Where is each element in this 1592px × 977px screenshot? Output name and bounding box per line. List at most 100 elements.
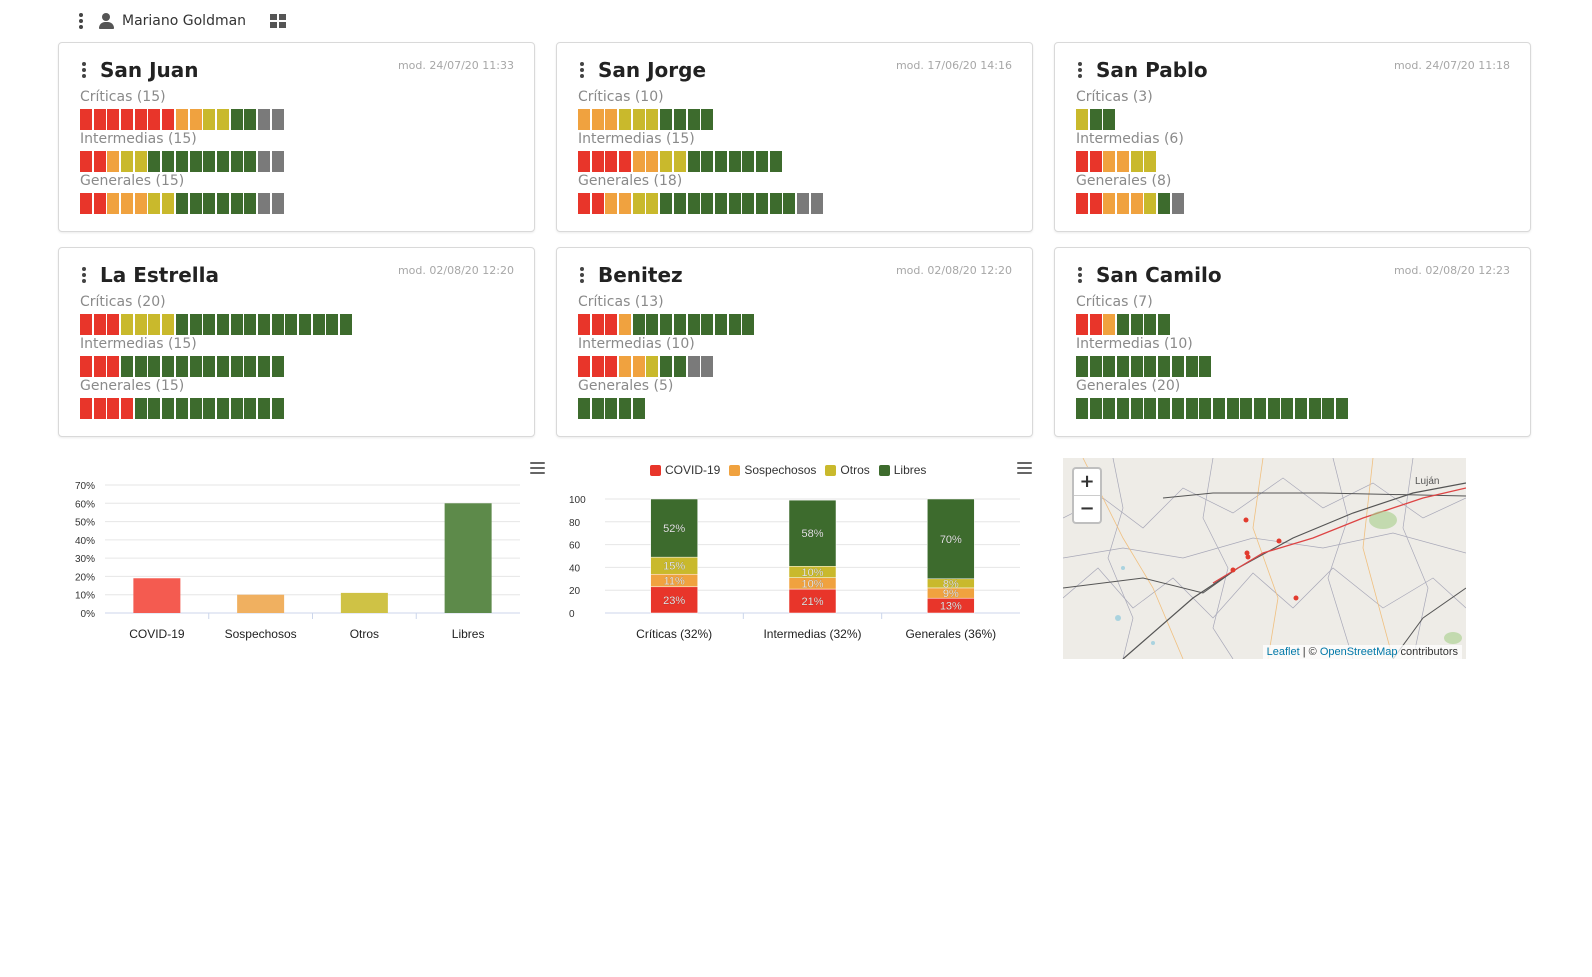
bed-orange[interactable] — [1117, 193, 1130, 214]
bed-green[interactable] — [660, 193, 673, 214]
bed-green[interactable] — [1158, 356, 1171, 377]
bed-green[interactable] — [1117, 356, 1130, 377]
bed-green[interactable] — [203, 314, 216, 335]
bed-gray[interactable] — [257, 193, 270, 214]
bed-green[interactable] — [203, 356, 216, 377]
bed-red[interactable] — [107, 398, 120, 419]
bed-green[interactable] — [175, 356, 188, 377]
bed-green[interactable] — [591, 398, 604, 419]
bed-red[interactable] — [93, 356, 106, 377]
bed-green[interactable] — [1117, 314, 1130, 335]
bed-green[interactable] — [1144, 398, 1157, 419]
bed-orange[interactable] — [632, 151, 645, 172]
bed-green[interactable] — [189, 151, 202, 172]
bed-green[interactable] — [244, 193, 257, 214]
bed-gray[interactable] — [257, 109, 270, 130]
bed-green[interactable] — [632, 314, 645, 335]
bed-orange[interactable] — [175, 109, 188, 130]
bed-green[interactable] — [714, 151, 727, 172]
bed-red[interactable] — [605, 314, 618, 335]
bed-gray[interactable] — [1171, 193, 1184, 214]
bed-green[interactable] — [175, 151, 188, 172]
bed-green[interactable] — [742, 314, 755, 335]
bed-red[interactable] — [80, 109, 92, 130]
bed-orange[interactable] — [1103, 193, 1116, 214]
bed-yellow[interactable] — [216, 109, 229, 130]
bed-red[interactable] — [578, 193, 590, 214]
chart-menu-icon[interactable] — [1017, 462, 1032, 474]
bed-green[interactable] — [578, 398, 590, 419]
bed-green[interactable] — [162, 398, 175, 419]
bed-green[interactable] — [1144, 356, 1157, 377]
bed-green[interactable] — [1226, 398, 1239, 419]
bed-red[interactable] — [605, 356, 618, 377]
bed-green[interactable] — [673, 193, 686, 214]
bed-red[interactable] — [591, 151, 604, 172]
bed-green[interactable] — [646, 314, 659, 335]
bed-green[interactable] — [728, 314, 741, 335]
bed-red[interactable] — [578, 356, 590, 377]
hospital-card[interactable]: San Pablo mod. 24/07/20 11:18 Críticas (3)… — [1054, 42, 1531, 232]
bed-green[interactable] — [783, 193, 796, 214]
bed-green[interactable] — [769, 193, 782, 214]
bed-red[interactable] — [578, 151, 590, 172]
bed-orange[interactable] — [591, 109, 604, 130]
bed-yellow[interactable] — [619, 109, 632, 130]
bed-green[interactable] — [230, 151, 243, 172]
bed-green[interactable] — [728, 151, 741, 172]
bed-green[interactable] — [1185, 398, 1198, 419]
bed-red[interactable] — [605, 151, 618, 172]
bed-green[interactable] — [203, 398, 216, 419]
card-menu-icon[interactable] — [81, 62, 86, 78]
bed-yellow[interactable] — [1144, 193, 1157, 214]
bed-green[interactable] — [244, 356, 257, 377]
bed-orange[interactable] — [619, 314, 632, 335]
hospital-name[interactable]: La Estrella — [100, 263, 219, 287]
hospital-name[interactable]: San Camilo — [1096, 263, 1222, 287]
bed-yellow[interactable] — [162, 314, 175, 335]
bed-green[interactable] — [755, 193, 768, 214]
bed-green[interactable] — [1089, 398, 1102, 419]
bed-yellow[interactable] — [1144, 151, 1157, 172]
bed-red[interactable] — [107, 109, 120, 130]
dashboard-grid-icon[interactable] — [270, 14, 287, 28]
bed-green[interactable] — [216, 314, 229, 335]
bed-yellow[interactable] — [203, 109, 216, 130]
bed-green[interactable] — [271, 398, 284, 419]
bed-yellow[interactable] — [121, 314, 134, 335]
bed-green[interactable] — [244, 151, 257, 172]
bed-green[interactable] — [175, 193, 188, 214]
bed-yellow[interactable] — [134, 314, 147, 335]
bed-green[interactable] — [1103, 356, 1116, 377]
bed-green[interactable] — [257, 314, 270, 335]
bed-red[interactable] — [93, 193, 106, 214]
bed-green[interactable] — [1158, 193, 1171, 214]
card-menu-icon[interactable] — [81, 267, 86, 283]
card-menu-icon[interactable] — [1077, 267, 1082, 283]
bar[interactable] — [237, 594, 285, 613]
bed-green[interactable] — [216, 398, 229, 419]
osm-link[interactable]: OpenStreetMap — [1319, 646, 1398, 658]
bed-green[interactable] — [230, 398, 243, 419]
bed-green[interactable] — [1130, 314, 1143, 335]
bed-orange[interactable] — [134, 193, 147, 214]
bed-green[interactable] — [1240, 398, 1253, 419]
bed-gray[interactable] — [271, 193, 284, 214]
hospital-card[interactable]: San Jorge mod. 17/06/20 14:16 Críticas (10… — [556, 42, 1033, 232]
bed-yellow[interactable] — [632, 193, 645, 214]
bed-green[interactable] — [230, 193, 243, 214]
bed-red[interactable] — [162, 109, 175, 130]
bed-red[interactable] — [80, 314, 92, 335]
bed-green[interactable] — [312, 314, 325, 335]
bed-green[interactable] — [244, 314, 257, 335]
bed-orange[interactable] — [646, 151, 659, 172]
bed-green[interactable] — [1199, 356, 1212, 377]
bed-green[interactable] — [244, 109, 257, 130]
bed-green[interactable] — [189, 193, 202, 214]
bed-yellow[interactable] — [646, 109, 659, 130]
bed-green[interactable] — [271, 356, 284, 377]
bed-green[interactable] — [216, 356, 229, 377]
bed-green[interactable] — [189, 314, 202, 335]
bed-green[interactable] — [701, 193, 714, 214]
bed-green[interactable] — [175, 398, 188, 419]
